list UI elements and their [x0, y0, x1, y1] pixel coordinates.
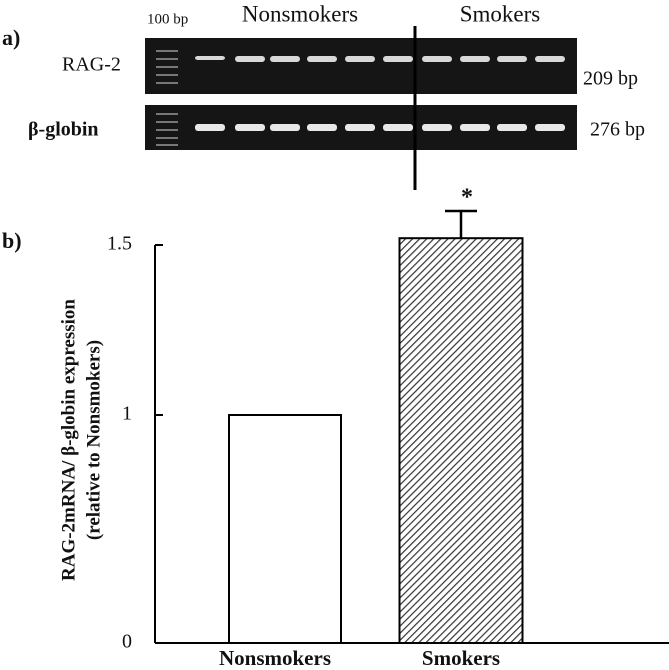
y-tick-label: 1: [122, 403, 132, 425]
ladder-band: [156, 66, 178, 68]
ladder-band: [156, 50, 178, 52]
size-label: 209 bp: [583, 68, 638, 90]
x-tick-label: Smokers: [422, 646, 500, 670]
band: [195, 56, 225, 60]
panel-label: b): [2, 228, 22, 253]
y-tick-label: 0: [122, 631, 132, 653]
band: [345, 56, 375, 62]
ladder-label: 100 bp: [147, 11, 188, 27]
row-label: RAG-2: [62, 54, 121, 76]
ladder-band: [156, 58, 178, 60]
band: [345, 124, 375, 131]
group-label: Nonsmokers: [242, 1, 358, 26]
ladder-band: [156, 129, 178, 131]
row-label: β-globin: [28, 119, 99, 141]
band: [460, 124, 490, 131]
gel: [145, 38, 577, 94]
band: [535, 56, 565, 62]
panel-label: a): [2, 25, 20, 50]
band: [235, 124, 265, 131]
ladder-band: [156, 113, 178, 115]
annotation: *: [461, 185, 473, 211]
band: [422, 56, 452, 62]
y-axis-label: RAG-2mRNA/ β-globin expression: [58, 299, 79, 581]
size-label: 276 bp: [590, 119, 645, 141]
ladder-band: [156, 74, 178, 76]
bands: [156, 50, 565, 146]
band: [497, 124, 527, 131]
bar: [228, 414, 342, 644]
band: [270, 124, 300, 131]
band: [195, 124, 225, 131]
ladder-band: [156, 137, 178, 139]
y-axis-label: (relative to Nonsmokers): [83, 340, 104, 540]
group-label: Smokers: [460, 1, 541, 26]
band: [270, 56, 300, 62]
band: [307, 124, 337, 131]
ladder-band: [156, 121, 178, 123]
y-tick-label: 1.5: [107, 233, 132, 255]
band: [235, 56, 265, 62]
band: [383, 56, 413, 62]
x-tick-label: Nonsmokers: [219, 646, 331, 670]
band: [422, 124, 452, 131]
ladder-band: [156, 144, 178, 146]
bar: [398, 237, 524, 644]
band: [535, 124, 565, 131]
band: [383, 124, 413, 131]
ladder-band: [156, 82, 178, 84]
band: [460, 56, 490, 62]
band: [307, 56, 337, 62]
band: [497, 56, 527, 62]
